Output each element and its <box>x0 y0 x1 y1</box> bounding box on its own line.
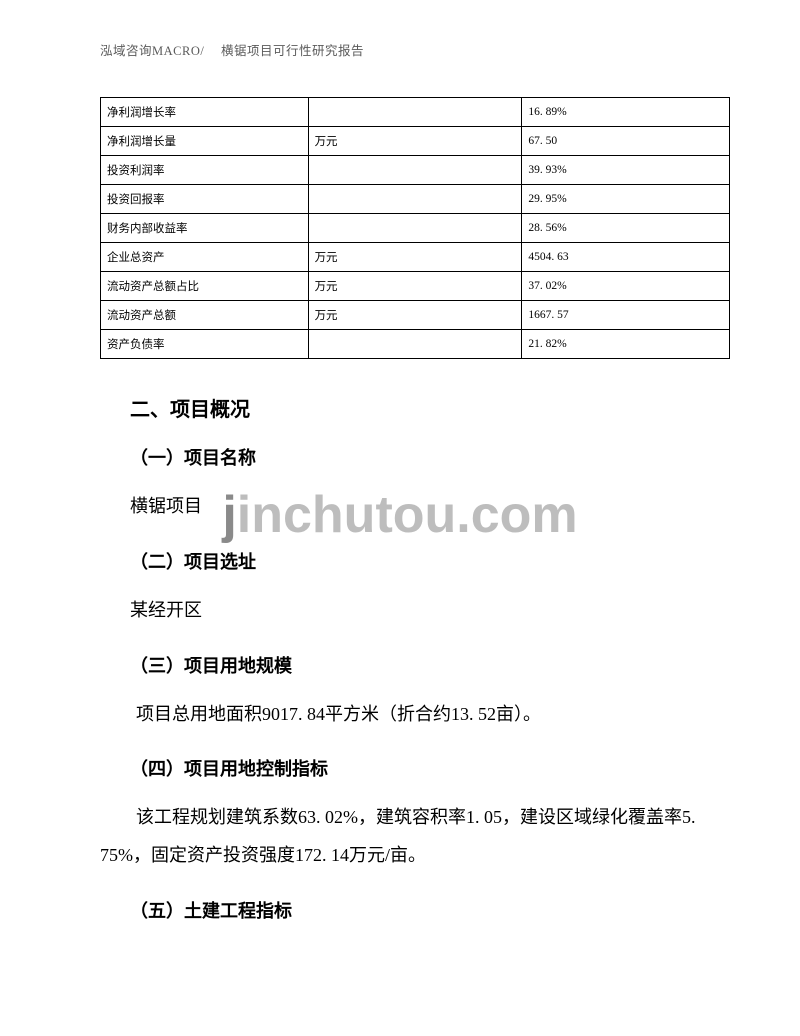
cell-value: 67. 50 <box>522 127 730 156</box>
table-row: 流动资产总额万元1667. 57 <box>101 301 730 330</box>
cell-label: 净利润增长量 <box>101 127 309 156</box>
paragraph: 某经开区 <box>130 592 730 630</box>
cell-value: 37. 02% <box>522 272 730 301</box>
table-row: 企业总资产万元4504. 63 <box>101 243 730 272</box>
cell-label: 流动资产总额 <box>101 301 309 330</box>
cell-label: 净利润增长率 <box>101 98 309 127</box>
cell-value: 16. 89% <box>522 98 730 127</box>
cell-value: 28. 56% <box>522 214 730 243</box>
table-row: 投资利润率 39. 93% <box>101 156 730 185</box>
cell-value: 4504. 63 <box>522 243 730 272</box>
table-row: 资产负债率 21. 82% <box>101 330 730 359</box>
cell-unit: 万元 <box>308 127 522 156</box>
cell-value: 1667. 57 <box>522 301 730 330</box>
cell-label: 资产负债率 <box>101 330 309 359</box>
cell-value: 21. 82% <box>522 330 730 359</box>
subheading-5: （五）土建工程指标 <box>130 897 730 923</box>
cell-unit: 万元 <box>308 272 522 301</box>
subheading-4: （四）项目用地控制指标 <box>130 755 730 781</box>
subheading-1: （一）项目名称 <box>130 444 730 470</box>
cell-value: 29. 95% <box>522 185 730 214</box>
paragraph: 横锯项目 <box>130 488 730 526</box>
paragraph: 项目总用地面积9017. 84平方米（折合约13. 52亩）。 <box>100 696 730 734</box>
table-row: 投资回报率 29. 95% <box>101 185 730 214</box>
page-header: 泓域咨询MACRO/ 横锯项目可行性研究报告 <box>100 40 730 59</box>
cell-unit <box>308 330 522 359</box>
cell-label: 企业总资产 <box>101 243 309 272</box>
table-row: 净利润增长率 16. 89% <box>101 98 730 127</box>
table-row: 净利润增长量万元67. 50 <box>101 127 730 156</box>
table-row: 流动资产总额占比万元37. 02% <box>101 272 730 301</box>
cell-unit <box>308 98 522 127</box>
cell-label: 流动资产总额占比 <box>101 272 309 301</box>
financial-table: 净利润增长率16. 89%净利润增长量万元67. 50投资利润率39. 93%投… <box>100 97 730 359</box>
cell-value: 39. 93% <box>522 156 730 185</box>
table-row: 财务内部收益率 28. 56% <box>101 214 730 243</box>
section-heading-2: 二、项目概况 <box>130 393 730 422</box>
cell-label: 投资回报率 <box>101 185 309 214</box>
cell-label: 财务内部收益率 <box>101 214 309 243</box>
cell-unit <box>308 185 522 214</box>
cell-unit <box>308 214 522 243</box>
cell-label: 投资利润率 <box>101 156 309 185</box>
cell-unit: 万元 <box>308 243 522 272</box>
subheading-2: （二）项目选址 <box>130 548 730 574</box>
cell-unit <box>308 156 522 185</box>
subheading-3: （三）项目用地规模 <box>130 652 730 678</box>
cell-unit: 万元 <box>308 301 522 330</box>
paragraph: 该工程规划建筑系数63. 02%，建筑容积率1. 05，建设区域绿化覆盖率5. … <box>100 799 730 875</box>
